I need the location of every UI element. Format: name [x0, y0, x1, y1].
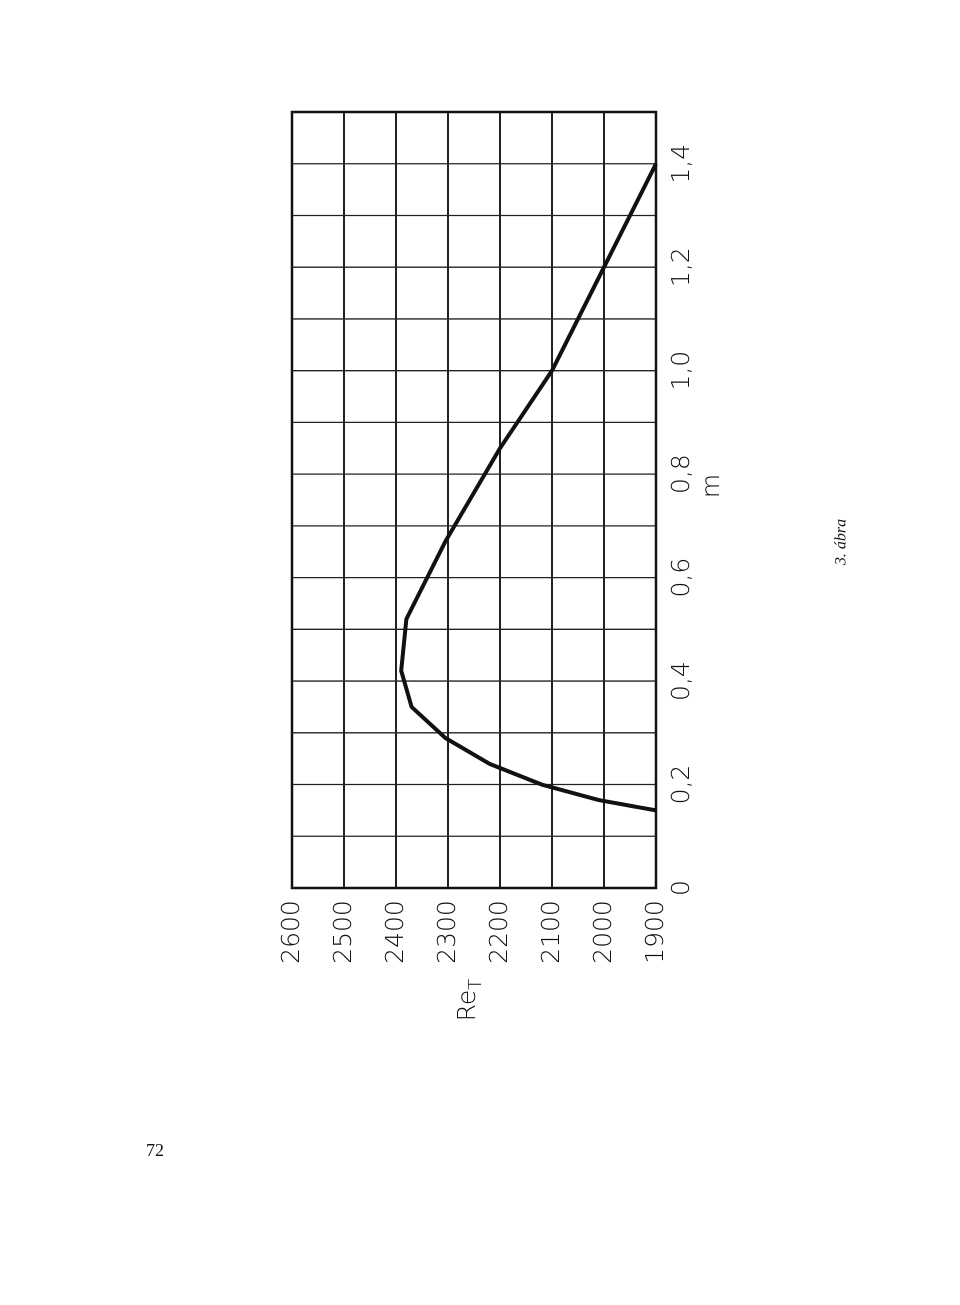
figure-caption: 3. ábra: [833, 519, 850, 566]
x-tick-label: 0,8: [666, 454, 695, 494]
x-axis-label: m: [696, 474, 725, 498]
y-axis-label-main: Re: [452, 990, 481, 1022]
y-axis-label-subscript: T: [465, 979, 486, 990]
y-tick-label: 2600: [276, 900, 305, 964]
x-tick-label: 0,2: [666, 765, 695, 805]
data-line: [399, 162, 658, 813]
x-tick-label: 0,4: [666, 661, 695, 701]
y-tick-label: 2200: [484, 900, 513, 964]
page-number: 72: [146, 1140, 164, 1160]
x-tick-label: 0,6: [666, 558, 695, 598]
y-axis-label: ReT: [452, 979, 486, 1022]
y-tick-label: 2400: [380, 900, 409, 964]
y-tick-label: 2100: [536, 900, 565, 964]
x-tick-label: 1,0: [666, 351, 695, 391]
y-tick-label: 2500: [328, 900, 357, 964]
x-tick-label: 0: [666, 880, 695, 896]
y-tick-label: 2300: [432, 900, 461, 964]
y-tick-label: 1900: [640, 900, 669, 964]
y-tick-label: 2000: [588, 900, 617, 964]
x-tick-label: 1,2: [666, 247, 695, 287]
x-tick-label: 1,4: [666, 144, 695, 184]
plot-frame: [290, 110, 658, 890]
